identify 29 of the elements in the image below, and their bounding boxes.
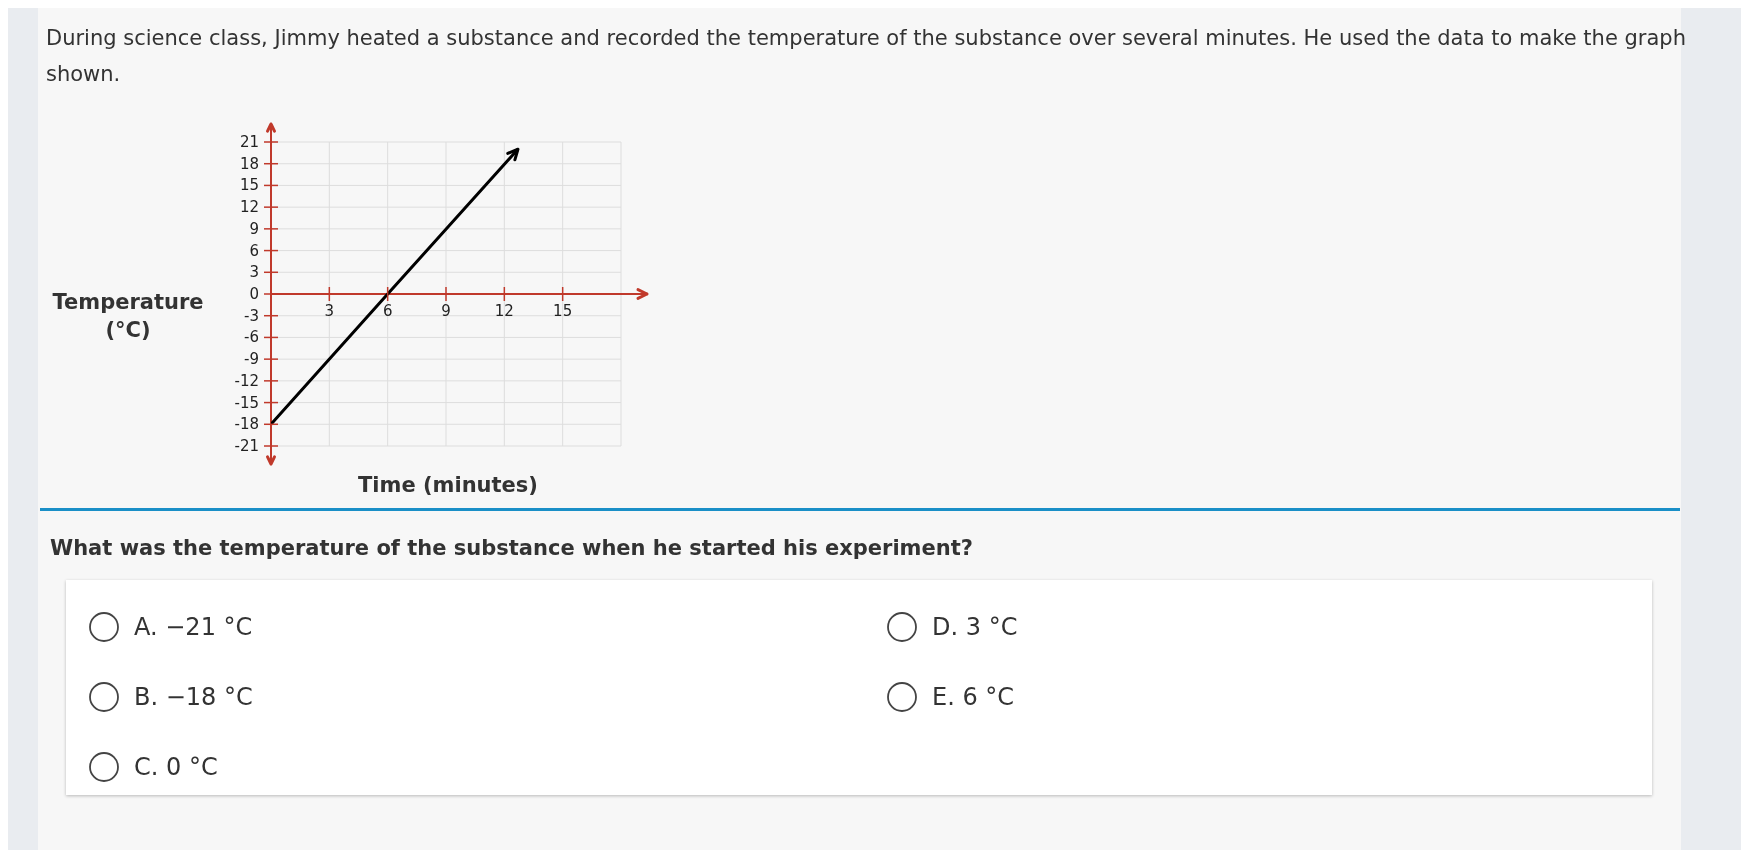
text: B. −18 °C — [134, 683, 253, 711]
y-tick-label: 3 — [249, 263, 259, 282]
y-tick-label: -15 — [234, 393, 259, 412]
text: C. 0 °C — [134, 753, 218, 781]
y-tick-label: 12 — [239, 198, 259, 217]
y-tick-label: 18 — [239, 154, 259, 173]
text: D. 3 °C — [932, 613, 1018, 641]
text: A. −21 °C — [134, 613, 253, 641]
y-tick-label: 9 — [249, 219, 259, 238]
y-tick-label: -18 — [234, 415, 259, 434]
text: During science class, Jimmy heated a substance and recorded the temperature of the substance over several minutes. He used the data to make the graph shown. — [46, 25, 1686, 88]
x-tick-label: 15 — [553, 302, 573, 320]
x-axis-title: Time (minutes) — [357, 473, 539, 497]
text: E. 6 °C — [932, 683, 1015, 711]
y-tick-label: 21 — [239, 133, 259, 151]
x-tick-label: 9 — [441, 302, 451, 320]
y-tick-label: 15 — [239, 176, 259, 195]
x-tick-label: 3 — [324, 302, 335, 320]
y-tick-label: -6 — [244, 328, 259, 347]
y-axis-title: Temperature (°C) — [51, 289, 205, 344]
y-tick-label: -3 — [244, 306, 259, 325]
y-tick-label: -12 — [234, 371, 259, 390]
y-tick-label: 0 — [249, 285, 259, 303]
text: What was the temperature of the substance when he started his experiment? — [50, 536, 973, 560]
x-tick-label: 6 — [382, 302, 393, 320]
x-tick-label: 12 — [494, 302, 514, 320]
y-tick-label: -9 — [244, 350, 259, 369]
y-tick-label: 6 — [249, 241, 259, 260]
y-tick-label: -21 — [234, 437, 259, 455]
